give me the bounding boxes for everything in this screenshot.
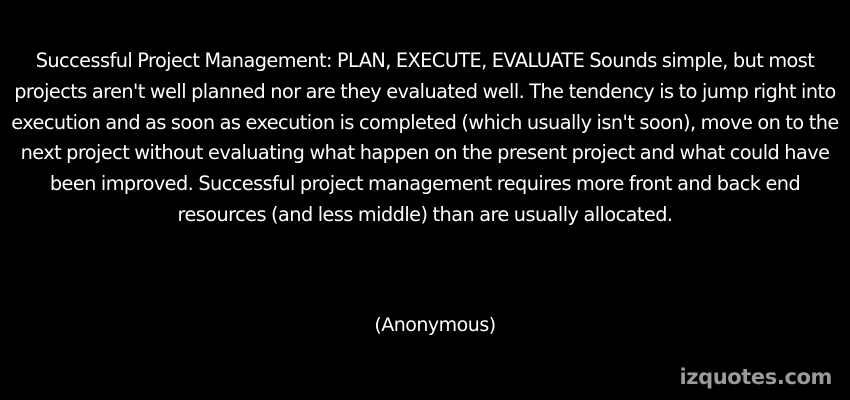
quote-author: (Anonymous) — [374, 314, 496, 336]
quote-text: Successful Project Management: PLAN, EXE… — [11, 49, 839, 226]
site-watermark: izquotes.com — [679, 365, 832, 389]
